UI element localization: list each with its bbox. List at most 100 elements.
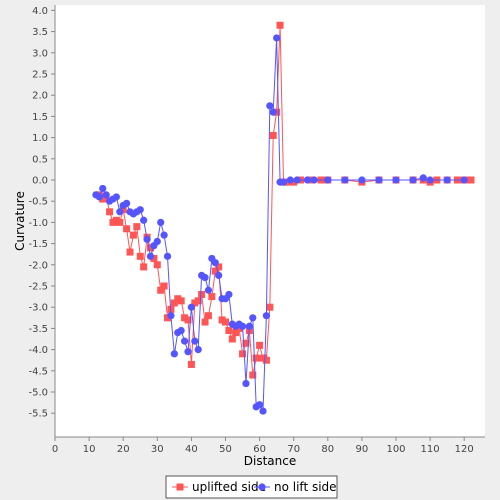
data-point-circle [170,350,178,358]
y-tick-label: 2.0 [32,91,48,102]
data-point-circle [167,312,175,320]
y-tick-label: -0.5 [28,197,48,208]
data-point-circle [99,184,107,193]
data-point-circle [225,290,233,299]
y-tick-label: -5.0 [28,388,48,399]
x-tick-label: 20 [117,444,130,455]
data-point-square [133,223,141,231]
data-point-circle [143,235,151,243]
x-tick-label: 70 [287,444,300,455]
data-point-circle [419,174,427,182]
y-tick-label: 3.5 [32,27,48,38]
legend-marker-circle [258,483,266,491]
legend-items: uplifted side no lift side [172,480,337,494]
data-point-circle [460,176,468,184]
data-point-circle [177,326,185,335]
data-point-circle [358,176,366,184]
series-layer [92,21,475,415]
data-point-square [129,231,137,239]
data-point-square [276,21,284,29]
data-point-square [157,286,165,294]
data-point-circle [426,176,434,184]
x-tick-label: 120 [455,444,474,455]
data-point-circle [256,401,264,409]
x-tick-label: 60 [253,444,266,455]
data-point-circle [242,379,250,388]
data-point-circle [266,102,274,110]
data-point-circle [310,176,318,184]
data-point-square [225,327,233,335]
data-point-circle [303,176,311,184]
data-point-circle [191,337,199,345]
legend-box [165,475,338,499]
data-point-square [177,297,185,305]
data-point-square [201,318,209,326]
data-point-circle [409,176,417,184]
y-tick-label: 4.0 [32,6,48,17]
y-tick-label: -2.0 [28,260,48,271]
legend-marker-square [176,483,184,491]
data-point-square [235,324,243,332]
data-point-circle [259,407,267,415]
legend-label: no lift side [274,480,337,494]
data-point-square [194,297,202,305]
data-point-square [249,371,257,379]
data-point-square [252,354,260,362]
y-tick-label: 2.5 [32,70,48,81]
data-point-square [239,350,247,358]
data-point-square [242,339,250,347]
x-tick-label: 110 [421,444,440,455]
data-point-circle [163,252,172,260]
data-point-circle [102,191,110,199]
data-point-square [204,312,212,320]
y-tick-label: -3.0 [28,303,48,314]
x-tick-label: 40 [185,444,198,455]
data-point-circle [194,346,202,354]
data-point-circle [293,176,301,184]
data-point-circle [392,176,400,184]
data-point-square [198,290,206,298]
data-point-square [146,244,154,252]
data-point-circle [375,176,383,184]
data-point-circle [245,322,253,330]
data-point-circle [279,178,288,186]
data-point-circle [341,176,349,184]
data-point-square [269,131,277,139]
data-point-square [184,316,192,324]
y-tick-label: -2.5 [28,282,48,293]
y-tick-label: -1.5 [28,239,48,250]
data-point-square [290,178,298,186]
data-point-square [150,254,158,262]
data-point-circle [123,199,131,207]
data-point-circle [146,252,155,260]
data-point-circle [215,271,223,279]
data-point-square [256,341,264,349]
data-point-square [187,360,195,368]
x-tick-label: 0 [52,444,58,455]
data-point-square [232,329,240,337]
y-tick-label: -1.0 [28,218,48,229]
data-point-square [222,318,229,326]
data-point-circle [273,34,281,42]
data-point-circle [211,259,219,267]
x-tick-label: 80 [321,444,334,455]
data-point-square [119,206,127,214]
data-point-circle [180,337,189,345]
data-point-square [106,208,114,216]
data-point-square [160,282,168,290]
data-point-square [211,267,219,275]
y-tick-label: -4.0 [28,345,48,356]
x-tick-label: 30 [151,444,164,455]
x-axis-title: Distance [244,454,296,468]
data-point-circle [262,312,271,320]
y-tick-label: 1.5 [32,112,48,123]
data-point-circle [187,303,195,311]
data-point-circle [140,216,148,224]
data-point-circle [160,231,168,239]
data-point-circle [443,176,451,184]
data-point-circle [184,348,192,356]
y-tick-label: -4.5 [28,366,48,377]
data-point-circle [116,208,124,216]
y-tick-label: 0.5 [32,154,48,165]
